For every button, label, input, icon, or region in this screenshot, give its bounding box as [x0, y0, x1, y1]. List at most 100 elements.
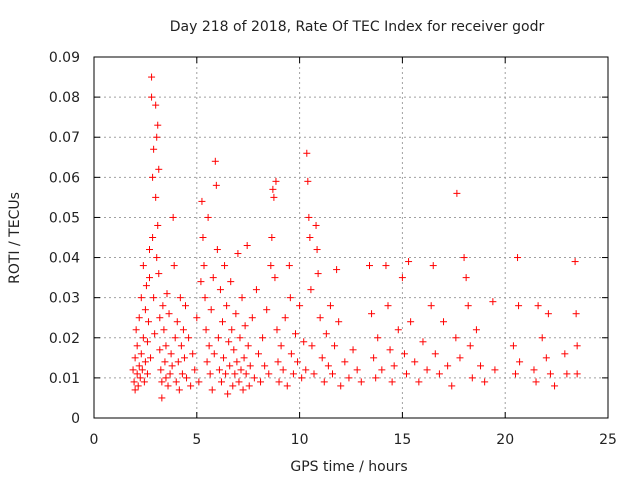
data-point	[168, 362, 176, 370]
data-point	[234, 250, 242, 258]
data-point	[405, 258, 413, 266]
data-point	[370, 354, 378, 362]
data-point	[572, 310, 580, 318]
data-point	[542, 354, 550, 362]
data-point	[331, 342, 339, 350]
data-point	[268, 234, 276, 241]
data-point	[180, 354, 188, 362]
data-point	[142, 282, 150, 290]
data-point	[289, 370, 297, 378]
data-point	[269, 185, 277, 193]
data-point	[551, 382, 559, 390]
data-point	[132, 326, 140, 334]
data-point	[156, 314, 164, 322]
data-point	[252, 286, 260, 294]
data-point	[388, 378, 396, 386]
data-point	[440, 318, 448, 326]
y-tick-label: 0.09	[49, 50, 80, 66]
data-point	[477, 362, 485, 370]
data-point	[265, 370, 273, 378]
data-point	[146, 274, 154, 282]
data-point	[246, 362, 254, 370]
data-point	[298, 374, 306, 382]
data-point	[225, 338, 233, 346]
data-point	[303, 149, 311, 157]
data-point	[171, 334, 179, 342]
data-point	[233, 358, 241, 366]
data-point	[427, 302, 435, 310]
data-point	[368, 310, 376, 318]
data-point	[307, 286, 315, 294]
data-point	[390, 362, 398, 370]
data-point	[382, 262, 390, 270]
x-tick-label: 0	[90, 432, 99, 448]
data-point	[250, 374, 258, 382]
data-point	[431, 350, 439, 358]
data-point	[573, 370, 581, 378]
data-point	[152, 101, 160, 109]
data-point	[139, 262, 147, 270]
data-point	[154, 221, 162, 229]
data-point	[144, 318, 152, 326]
data-point	[322, 330, 330, 338]
data-point	[326, 302, 334, 310]
y-tick-label: 0.01	[49, 371, 80, 387]
data-point	[143, 370, 151, 378]
data-point	[546, 370, 554, 378]
data-point	[314, 270, 322, 278]
data-point	[153, 254, 161, 262]
data-point	[202, 326, 210, 334]
data-point	[285, 262, 293, 270]
data-point	[200, 262, 208, 270]
data-point	[386, 346, 394, 354]
data-point	[464, 302, 472, 310]
data-point	[238, 294, 246, 302]
data-point	[357, 378, 365, 386]
x-axis-label: GPS time / hours	[290, 459, 407, 475]
data-point	[345, 374, 353, 382]
data-point	[435, 370, 443, 378]
data-point	[530, 366, 538, 374]
data-point	[158, 378, 166, 386]
data-point	[452, 334, 460, 342]
data-point	[254, 350, 262, 358]
data-point	[341, 358, 349, 366]
y-tick-label: 0.05	[49, 210, 80, 226]
data-point	[157, 366, 165, 374]
data-point	[150, 145, 158, 153]
data-point	[318, 354, 326, 362]
chart-title: Day 218 of 2018, Rate Of TEC Index for r…	[170, 19, 545, 35]
data-point	[146, 246, 154, 254]
data-point	[227, 278, 235, 286]
data-point	[571, 258, 579, 266]
data-point	[153, 133, 161, 141]
data-point	[212, 181, 220, 189]
data-point	[213, 246, 221, 254]
data-point	[207, 306, 215, 314]
data-point	[139, 334, 147, 342]
data-point	[151, 330, 159, 338]
data-point	[147, 354, 155, 362]
data-point	[394, 326, 402, 334]
data-point	[206, 370, 214, 378]
data-point	[232, 310, 240, 318]
data-point	[223, 302, 231, 310]
data-point	[241, 322, 249, 330]
data-point	[136, 374, 144, 382]
data-point	[158, 394, 166, 402]
data-point	[337, 382, 345, 390]
data-point	[166, 370, 174, 378]
data-point	[140, 378, 148, 386]
data-point	[453, 189, 461, 197]
data-point	[324, 362, 332, 370]
data-point	[137, 294, 145, 302]
data-point	[229, 382, 237, 390]
data-point	[563, 370, 571, 378]
data-point	[277, 342, 285, 350]
data-point	[423, 366, 431, 374]
data-point	[162, 342, 170, 350]
data-point	[283, 382, 291, 390]
data-point	[573, 342, 581, 350]
data-point	[217, 378, 225, 386]
data-point	[514, 254, 522, 262]
